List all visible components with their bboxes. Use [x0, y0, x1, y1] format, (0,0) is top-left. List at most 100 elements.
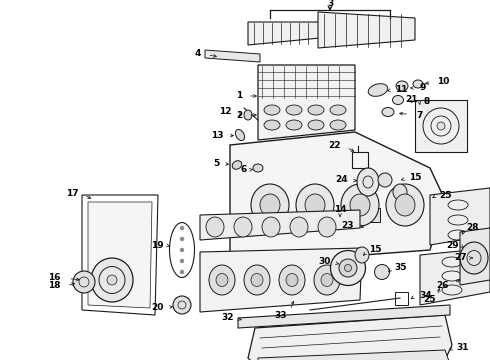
Polygon shape: [238, 305, 450, 328]
Ellipse shape: [296, 184, 334, 226]
Text: 18: 18: [49, 282, 61, 291]
Polygon shape: [430, 188, 490, 245]
Ellipse shape: [374, 265, 390, 279]
Text: 28: 28: [466, 224, 479, 233]
Polygon shape: [205, 50, 260, 62]
Text: 10: 10: [437, 77, 449, 86]
Ellipse shape: [330, 105, 346, 115]
Ellipse shape: [378, 173, 392, 187]
Ellipse shape: [341, 184, 379, 226]
Ellipse shape: [321, 274, 333, 287]
Ellipse shape: [357, 168, 379, 196]
Ellipse shape: [330, 251, 366, 285]
Ellipse shape: [251, 274, 263, 287]
Text: 7: 7: [416, 111, 422, 120]
Ellipse shape: [393, 184, 407, 200]
Ellipse shape: [234, 217, 252, 237]
Ellipse shape: [395, 194, 415, 216]
Ellipse shape: [107, 275, 117, 285]
Polygon shape: [230, 132, 445, 265]
Ellipse shape: [264, 105, 280, 115]
Ellipse shape: [290, 217, 308, 237]
Ellipse shape: [244, 265, 270, 295]
Polygon shape: [460, 228, 490, 285]
Text: 2: 2: [236, 111, 242, 120]
Ellipse shape: [180, 270, 184, 274]
Text: 13: 13: [212, 130, 224, 139]
Text: 12: 12: [220, 108, 232, 117]
Ellipse shape: [206, 217, 224, 237]
Text: 34: 34: [419, 291, 432, 300]
Text: 15: 15: [409, 174, 421, 183]
Text: 8: 8: [423, 98, 429, 107]
Ellipse shape: [355, 247, 369, 263]
Ellipse shape: [286, 274, 298, 287]
Ellipse shape: [392, 95, 403, 104]
Text: 6: 6: [241, 166, 247, 175]
Ellipse shape: [253, 164, 263, 172]
Text: 19: 19: [151, 240, 164, 249]
Ellipse shape: [305, 194, 325, 216]
Text: 9: 9: [419, 84, 425, 93]
Polygon shape: [258, 65, 355, 140]
Text: 25: 25: [439, 190, 451, 199]
Ellipse shape: [413, 80, 423, 88]
Ellipse shape: [180, 248, 184, 252]
Ellipse shape: [437, 122, 445, 130]
Ellipse shape: [180, 259, 184, 263]
Ellipse shape: [396, 81, 408, 91]
Polygon shape: [355, 208, 380, 222]
Ellipse shape: [386, 184, 424, 226]
Ellipse shape: [308, 120, 324, 130]
Text: 15: 15: [369, 246, 382, 255]
Text: 24: 24: [335, 175, 348, 184]
Polygon shape: [248, 315, 452, 360]
Ellipse shape: [344, 265, 351, 271]
Ellipse shape: [235, 130, 245, 140]
Ellipse shape: [264, 120, 280, 130]
Text: 14: 14: [334, 206, 346, 215]
Polygon shape: [318, 12, 415, 48]
Text: 30: 30: [318, 257, 331, 266]
Ellipse shape: [350, 194, 370, 216]
Ellipse shape: [460, 242, 488, 274]
Text: 32: 32: [221, 314, 234, 323]
Bar: [415, 100, 467, 152]
Ellipse shape: [368, 84, 388, 96]
Ellipse shape: [279, 265, 305, 295]
Text: 11: 11: [395, 85, 408, 94]
Polygon shape: [258, 350, 450, 360]
Text: 3: 3: [327, 0, 333, 9]
Ellipse shape: [251, 184, 289, 226]
Text: 23: 23: [342, 220, 354, 230]
Text: 27: 27: [454, 253, 467, 262]
Polygon shape: [88, 202, 152, 308]
Text: 26: 26: [437, 280, 449, 289]
Text: 16: 16: [49, 274, 61, 283]
Polygon shape: [200, 248, 362, 312]
Text: 29: 29: [446, 240, 459, 249]
Ellipse shape: [216, 274, 228, 287]
Text: 31: 31: [456, 343, 468, 352]
Polygon shape: [420, 248, 490, 305]
Polygon shape: [248, 22, 320, 45]
Text: 35: 35: [394, 264, 407, 273]
Ellipse shape: [318, 217, 336, 237]
Text: 1: 1: [236, 91, 242, 100]
Ellipse shape: [339, 259, 357, 277]
Ellipse shape: [286, 105, 302, 115]
Text: 21: 21: [406, 95, 418, 104]
Ellipse shape: [209, 265, 235, 295]
Ellipse shape: [382, 108, 394, 117]
Text: 4: 4: [195, 49, 201, 58]
Ellipse shape: [180, 237, 184, 241]
Ellipse shape: [314, 265, 340, 295]
Ellipse shape: [244, 110, 252, 120]
Ellipse shape: [180, 226, 184, 230]
Text: 17: 17: [66, 189, 79, 198]
Ellipse shape: [286, 120, 302, 130]
Ellipse shape: [232, 161, 242, 169]
Polygon shape: [200, 210, 360, 240]
Ellipse shape: [173, 296, 191, 314]
Text: 20: 20: [151, 303, 164, 312]
